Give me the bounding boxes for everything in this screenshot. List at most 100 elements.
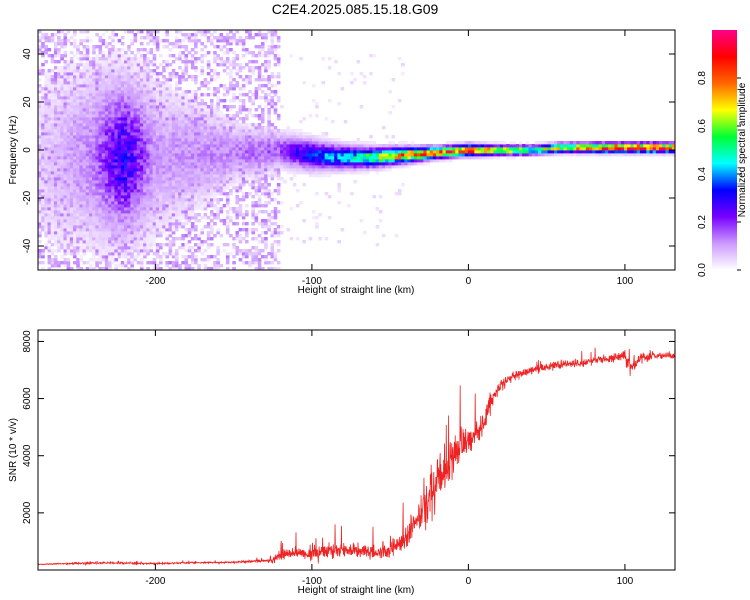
spectrogram-cell <box>229 219 233 223</box>
spectrogram-cell <box>159 123 163 127</box>
spectrogram-cell <box>174 201 179 205</box>
spectrogram-cell <box>108 78 112 82</box>
spectrogram-cell <box>95 153 99 157</box>
spectrogram-cell <box>76 201 80 205</box>
spectrogram-cell <box>245 204 249 208</box>
spectrogram-cell <box>136 93 141 97</box>
spectrogram-cell <box>73 174 77 178</box>
spectrogram-cell <box>123 249 128 253</box>
spectrogram-cell <box>270 72 275 76</box>
spectrogram-cell <box>146 240 150 244</box>
spectrogram-cell <box>136 75 141 79</box>
spectrogram-cell <box>295 189 300 193</box>
spectrogram-cell <box>44 213 48 217</box>
spectrogram-cell <box>295 237 300 241</box>
spectrogram-cell <box>152 153 157 157</box>
spectrogram-cell <box>53 132 58 136</box>
spectrogram-cell <box>47 210 52 214</box>
spectrogram-cell <box>38 201 42 205</box>
spectrogram-cell <box>184 234 189 238</box>
spectrogram-cell <box>295 171 300 175</box>
spectrogram-cell <box>117 231 122 235</box>
spectrogram-cell <box>146 186 150 190</box>
spectrogram-cell <box>267 159 271 163</box>
spectrogram-cell <box>88 78 93 82</box>
spectrogram-cell <box>238 111 243 115</box>
spectrogram-cell <box>98 99 103 103</box>
spectrogram-cell <box>270 102 275 106</box>
spectrogram-cell <box>104 72 109 76</box>
spectrogram-cell <box>245 153 249 157</box>
spectrogram-cell <box>248 228 252 232</box>
spectrogram-cell <box>139 141 144 145</box>
spectrogram-cell <box>95 204 99 208</box>
spectrogram-cell <box>155 111 160 115</box>
spectrogram-cell <box>82 183 87 187</box>
spectrogram-cell <box>213 111 217 115</box>
spectrogram-cell <box>241 84 246 88</box>
spectrogram-cell <box>104 120 109 124</box>
spectrogram-cell <box>232 153 236 157</box>
spectrogram-cell <box>270 129 275 133</box>
spectrogram-cell <box>104 69 109 73</box>
spectrogram-cell <box>248 147 252 151</box>
spectrogram-cell <box>264 174 268 178</box>
spectrogram-cell <box>276 54 281 58</box>
spectrogram-cell <box>98 78 103 82</box>
spectrogram-cell <box>73 45 77 49</box>
spectrogram-cell <box>50 105 55 109</box>
spectrogram-cell <box>41 198 45 202</box>
spectrogram-cell <box>264 180 268 184</box>
spectrogram-cell <box>101 51 106 55</box>
spectrogram-cell <box>197 132 201 136</box>
spectrogram-cell <box>194 192 198 196</box>
spectrogram-cell <box>38 189 42 193</box>
spectrogram-cell <box>254 159 259 163</box>
spectrogram-cell <box>155 153 160 157</box>
spectrogram-cell <box>149 144 154 148</box>
spectrogram-cell <box>187 159 192 163</box>
spectrogram-cell <box>76 168 80 172</box>
spectrogram-cell <box>222 153 227 157</box>
spectrogram-cell <box>111 93 115 97</box>
spectrogram-cell <box>85 99 90 103</box>
spectrogram-cell <box>178 51 182 55</box>
spectrogram-cell <box>111 177 115 181</box>
spectrogram-cell <box>229 132 233 136</box>
spectrogram-cell <box>130 189 134 193</box>
spectrogram-cell <box>194 93 198 97</box>
spectrogram-cell <box>60 204 64 208</box>
spectrogram-cell <box>213 87 217 91</box>
spectrogram-cell <box>190 78 195 82</box>
spectrogram-cell <box>53 66 58 70</box>
spectrogram-cell <box>38 111 42 115</box>
spectrogram-cell <box>270 162 275 166</box>
spectrogram-cell <box>57 144 61 148</box>
spectrogram-cell <box>155 180 160 184</box>
spectrogram-cell <box>260 117 265 121</box>
spectrogram-cell <box>270 39 275 43</box>
spectrogram-cell <box>149 96 154 100</box>
spectrogram-cell <box>60 30 64 34</box>
spectrogram-cell <box>79 96 83 100</box>
spectrogram-cell <box>111 258 115 262</box>
spectrogram-cell <box>57 210 61 214</box>
spectrogram-cell <box>229 135 233 139</box>
spectrogram-cell <box>143 186 147 190</box>
spectrogram-cell <box>168 234 173 238</box>
spectrogram-cell <box>155 72 160 76</box>
spectrogram-cell <box>190 129 195 133</box>
spectrogram-cell <box>63 81 68 85</box>
spectrogram-cell <box>200 243 205 247</box>
spectrogram-cell <box>229 42 233 46</box>
spectrogram-cell <box>53 225 58 229</box>
spectrogram-cell <box>203 126 208 130</box>
spectrogram-cell <box>149 39 154 43</box>
spectrogram-cell <box>85 126 90 130</box>
spectrogram-cell <box>292 174 297 178</box>
spectrogram-cell <box>216 45 220 49</box>
spectrogram-cell <box>98 147 103 151</box>
spectrogram-cell <box>108 153 112 157</box>
spectrogram-cell <box>88 105 93 109</box>
spectrogram-cell <box>38 120 42 124</box>
